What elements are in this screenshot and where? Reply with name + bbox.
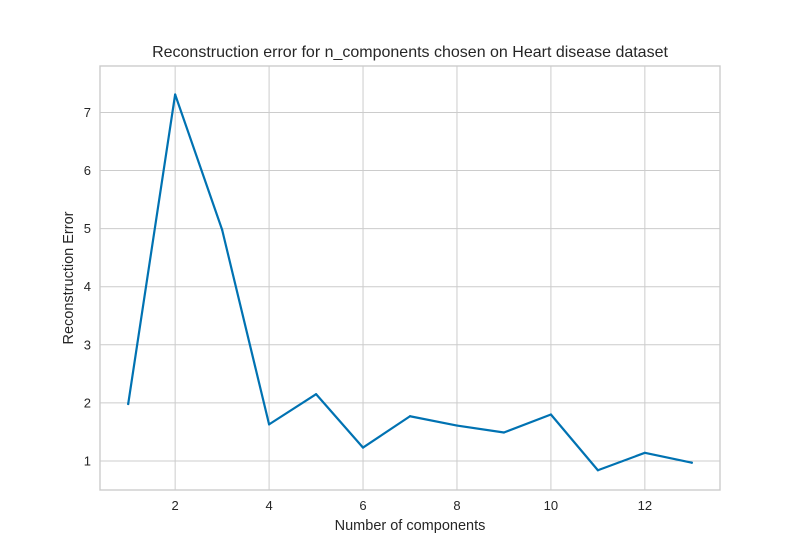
data-point (690, 461, 693, 464)
data-point (314, 393, 318, 396)
data-point (643, 451, 646, 454)
data-point (455, 424, 459, 427)
y-tick-label: 1 (84, 453, 91, 468)
y-axis-label: Reconstruction Error (61, 211, 77, 344)
data-point (127, 402, 130, 406)
y-tick-label: 3 (84, 337, 91, 352)
data-point (267, 423, 271, 426)
series-group (127, 93, 693, 472)
data-point (549, 413, 553, 416)
plot-area (99, 65, 721, 491)
data-point (174, 93, 177, 96)
y-tick-label: 2 (84, 395, 91, 410)
y-tick-label: 4 (84, 279, 91, 294)
x-tick-label: 8 (453, 498, 460, 513)
chart-title: Reconstruction error for n_components ch… (152, 44, 668, 61)
y-tick-label: 5 (84, 221, 91, 236)
y-tick-label: 7 (84, 105, 91, 120)
data-point (361, 446, 365, 449)
data-point (408, 415, 412, 418)
data-point (596, 469, 599, 472)
x-tick-label: 4 (265, 498, 272, 513)
x-tick-label: 12 (638, 498, 652, 513)
x-axis-label: Number of components (335, 518, 486, 534)
gridlines (100, 66, 720, 490)
data-point (221, 228, 224, 231)
x-tick-label: 6 (359, 498, 366, 513)
x-tick-label: 2 (172, 498, 179, 513)
y-axis-ticks: 1 2 3 4 5 6 7 (84, 105, 91, 468)
y-tick-label: 6 (84, 163, 91, 178)
x-axis-ticks: 2 4 6 8 10 12 (172, 498, 653, 513)
x-tick-label: 10 (544, 498, 558, 513)
data-point (502, 431, 506, 434)
